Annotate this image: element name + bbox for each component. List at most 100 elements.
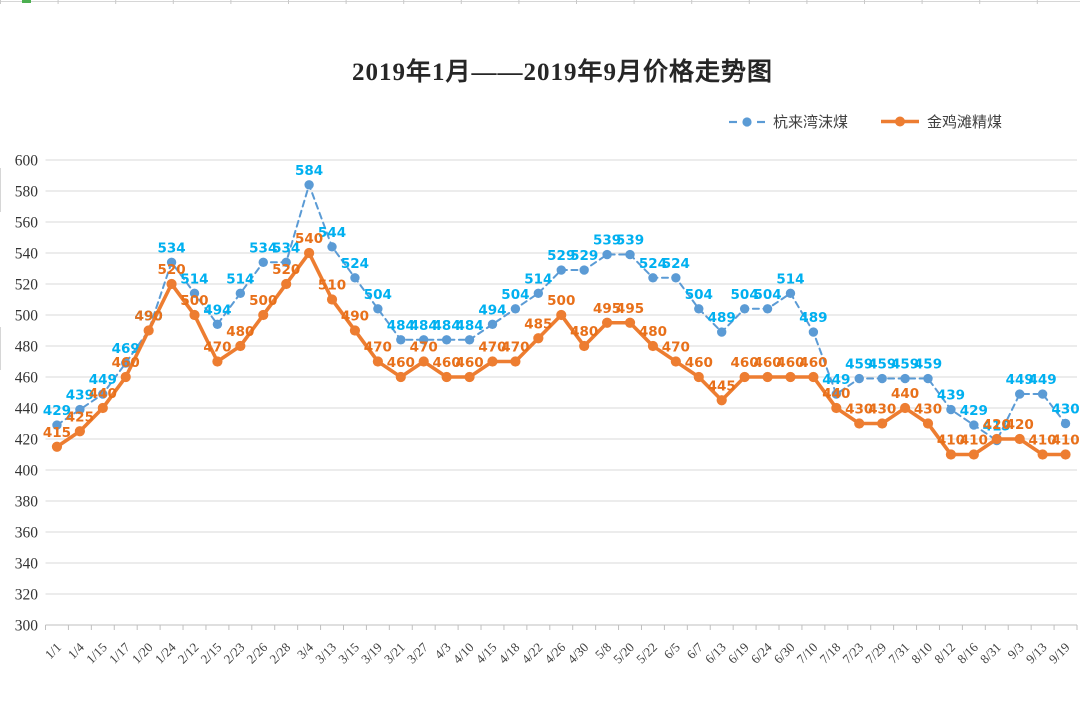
marker-jinjitan[interactable] [166, 278, 177, 290]
marker-jinjitan[interactable] [441, 371, 452, 383]
marker-jinjitan[interactable] [647, 340, 659, 352]
marker-hanglaiwan[interactable] [831, 389, 842, 399]
data-label-jinjitan: 430 [914, 402, 942, 418]
marker-jinjitan[interactable] [579, 340, 590, 352]
marker-hanglaiwan[interactable] [739, 304, 750, 314]
marker-hanglaiwan[interactable] [556, 265, 566, 275]
data-label-jinjitan: 460 [753, 355, 781, 371]
marker-jinjitan[interactable] [510, 356, 521, 367]
marker-hanglaiwan[interactable] [510, 304, 521, 314]
marker-jinjitan[interactable] [1014, 433, 1025, 445]
marker-jinjitan[interactable] [189, 309, 200, 321]
marker-jinjitan[interactable] [624, 317, 636, 328]
marker-jinjitan[interactable] [212, 356, 223, 367]
marker-jinjitan[interactable] [120, 371, 131, 383]
marker-hanglaiwan[interactable] [1037, 389, 1048, 399]
marker-hanglaiwan[interactable] [75, 404, 85, 415]
marker-jinjitan[interactable] [1037, 449, 1048, 460]
marker-hanglaiwan[interactable] [946, 404, 956, 415]
marker-hanglaiwan[interactable] [1014, 389, 1025, 399]
marker-hanglaiwan[interactable] [98, 389, 108, 399]
marker-jinjitan[interactable] [143, 325, 154, 336]
marker-jinjitan[interactable] [418, 356, 429, 367]
marker-hanglaiwan[interactable] [212, 319, 223, 329]
x-axis-label: 3/13 [312, 640, 339, 667]
marker-jinjitan[interactable] [349, 325, 361, 336]
marker-hanglaiwan[interactable] [533, 288, 544, 298]
marker-hanglaiwan[interactable] [304, 180, 314, 190]
marker-hanglaiwan[interactable] [166, 257, 177, 267]
marker-jinjitan[interactable] [281, 278, 292, 290]
marker-hanglaiwan[interactable] [579, 265, 589, 275]
marker-hanglaiwan[interactable] [854, 373, 864, 384]
legend-item-jinjitan[interactable]: 金鸡滩精煤 [880, 111, 1002, 132]
marker-hanglaiwan[interactable] [121, 358, 131, 368]
marker-hanglaiwan[interactable] [671, 273, 681, 283]
chart-title[interactable]: 2019年1月——2019年9月价格走势图 [351, 59, 773, 86]
marker-jinjitan[interactable] [854, 418, 865, 429]
marker-jinjitan[interactable] [716, 395, 727, 406]
marker-jinjitan[interactable] [556, 309, 567, 321]
marker-hanglaiwan[interactable] [625, 249, 635, 260]
marker-hanglaiwan[interactable] [464, 335, 475, 345]
marker-jinjitan[interactable] [1060, 449, 1071, 460]
marker-hanglaiwan[interactable] [900, 373, 910, 384]
marker-jinjitan[interactable] [945, 449, 957, 460]
legend-marker-solid-dot-icon [880, 116, 919, 127]
marker-jinjitan[interactable] [372, 356, 383, 367]
marker-jinjitan[interactable] [739, 371, 750, 383]
marker-jinjitan[interactable] [693, 371, 704, 383]
marker-jinjitan[interactable] [808, 371, 819, 383]
marker-hanglaiwan[interactable] [717, 327, 727, 337]
marker-hanglaiwan[interactable] [258, 257, 268, 267]
marker-jinjitan[interactable] [785, 371, 796, 383]
marker-jinjitan[interactable] [601, 317, 613, 328]
marker-hanglaiwan[interactable] [762, 304, 773, 314]
marker-jinjitan[interactable] [487, 356, 498, 367]
marker-jinjitan[interactable] [304, 247, 315, 259]
marker-jinjitan[interactable] [326, 294, 338, 305]
marker-hanglaiwan[interactable] [327, 242, 337, 252]
marker-jinjitan[interactable] [464, 371, 475, 383]
data-label-hanglaiwan: 484 [387, 318, 415, 334]
marker-hanglaiwan[interactable] [487, 319, 498, 329]
marker-hanglaiwan[interactable] [235, 288, 246, 298]
marker-jinjitan[interactable] [235, 340, 246, 352]
legend-item-hanglaiwan[interactable]: 杭来湾沫煤 [728, 111, 848, 132]
marker-hanglaiwan[interactable] [373, 304, 383, 314]
marker-hanglaiwan[interactable] [396, 335, 406, 345]
marker-hanglaiwan[interactable] [52, 420, 62, 430]
marker-jinjitan[interactable] [877, 418, 888, 429]
marker-jinjitan[interactable] [670, 356, 681, 367]
marker-hanglaiwan[interactable] [785, 288, 796, 298]
marker-hanglaiwan[interactable] [648, 273, 658, 283]
marker-jinjitan[interactable] [51, 441, 63, 452]
marker-hanglaiwan[interactable] [419, 335, 429, 345]
marker-hanglaiwan[interactable] [281, 257, 291, 267]
marker-hanglaiwan[interactable] [969, 420, 979, 430]
marker-hanglaiwan[interactable] [923, 373, 933, 384]
marker-hanglaiwan[interactable] [1060, 418, 1071, 429]
marker-hanglaiwan[interactable] [350, 273, 360, 283]
marker-jinjitan[interactable] [991, 433, 1002, 445]
marker-jinjitan[interactable] [968, 449, 979, 460]
marker-hanglaiwan[interactable] [602, 249, 612, 260]
marker-hanglaiwan[interactable] [189, 288, 200, 298]
marker-jinjitan[interactable] [74, 426, 85, 437]
marker-jinjitan[interactable] [533, 333, 544, 344]
marker-jinjitan[interactable] [762, 371, 773, 383]
marker-jinjitan[interactable] [899, 402, 911, 414]
marker-jinjitan[interactable] [258, 309, 269, 321]
marker-jinjitan[interactable] [922, 418, 934, 429]
marker-jinjitan[interactable] [395, 371, 406, 383]
marker-jinjitan[interactable] [97, 402, 108, 414]
data-label-hanglaiwan: 534 [157, 240, 185, 256]
marker-hanglaiwan[interactable] [808, 327, 819, 337]
data-label-hanglaiwan: 529 [547, 248, 575, 264]
data-label-hanglaiwan: 419 [983, 419, 1011, 435]
marker-hanglaiwan[interactable] [441, 335, 452, 345]
marker-hanglaiwan[interactable] [877, 373, 887, 384]
marker-jinjitan[interactable] [831, 402, 842, 414]
marker-hanglaiwan[interactable] [694, 304, 704, 314]
data-label-jinjitan: 540 [295, 231, 323, 247]
